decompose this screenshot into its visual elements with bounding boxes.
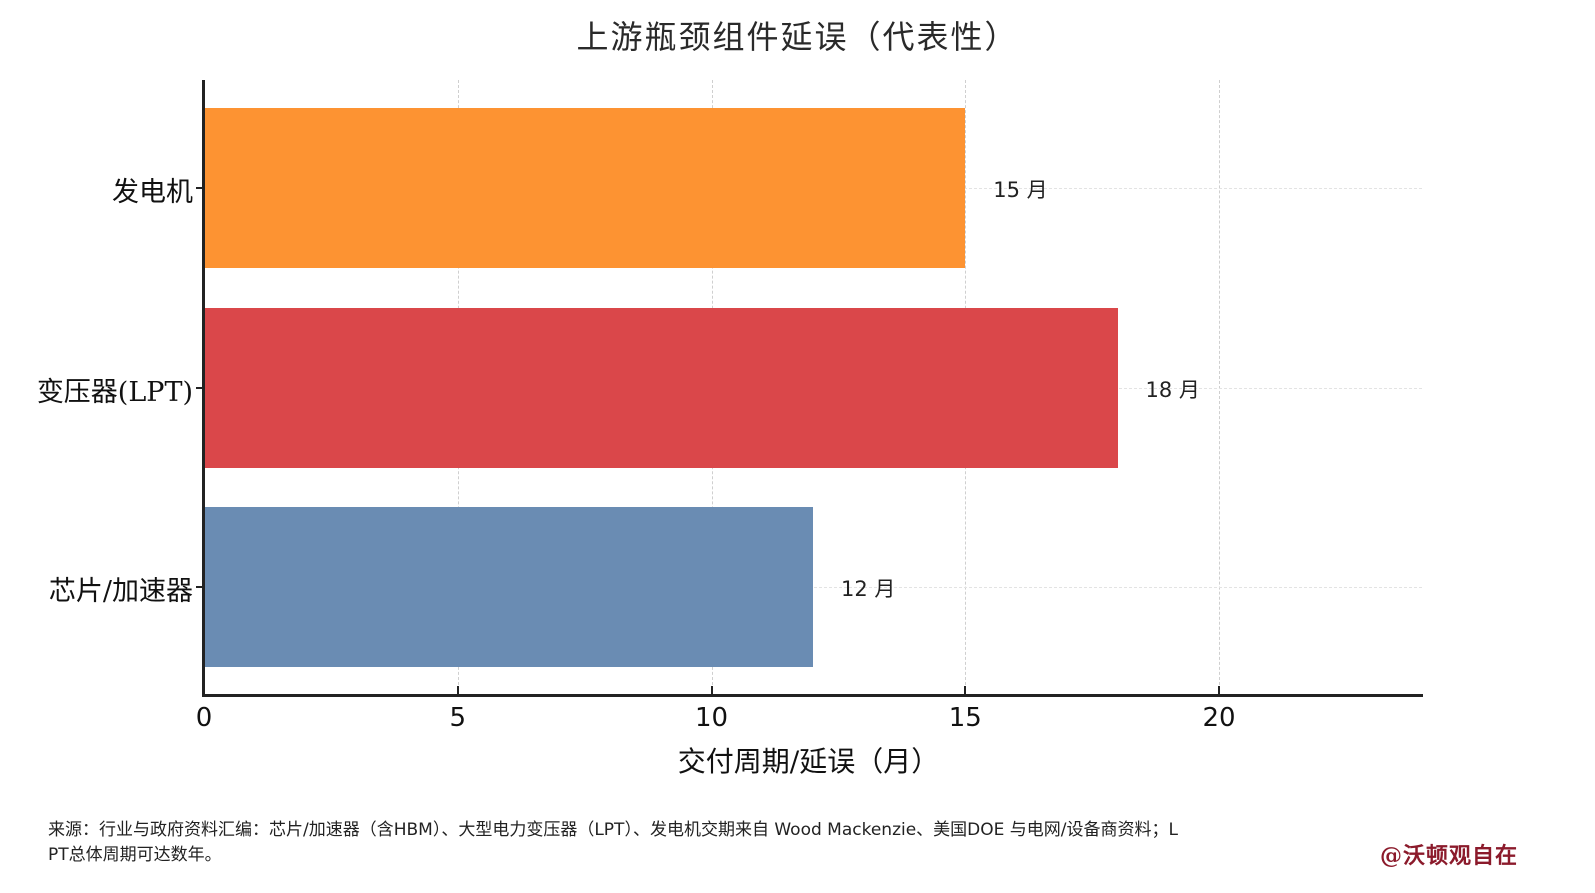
y-tick — [196, 586, 203, 588]
source-note: 来源：行业与政府资料汇编：芯片/加速器（含HBM）、大型电力变压器（LPT）、发… — [48, 820, 1178, 865]
plot-area: 15 月 18 月 12 月 — [204, 80, 1422, 695]
grid-line-y — [204, 587, 1422, 588]
bar-0 — [204, 108, 966, 268]
bar-1 — [204, 308, 1118, 468]
x-tick — [964, 686, 967, 695]
x-tick-label: 10 — [694, 703, 729, 733]
chart-title: 上游瓶颈组件延误（代表性） — [576, 18, 1019, 56]
category-label: 发电机 — [112, 177, 193, 208]
bar-2 — [204, 507, 813, 667]
bar-value-label: 18 月 — [1145, 378, 1200, 402]
x-tick-label: 15 — [948, 703, 982, 733]
y-axis-line — [202, 80, 205, 697]
bar-value-label: 12 月 — [841, 577, 896, 601]
grid-line-x-20 — [1219, 80, 1220, 695]
category-label: 变压器(LPT) — [36, 377, 193, 408]
x-tick — [203, 686, 205, 695]
y-tick — [196, 187, 203, 189]
x-axis-title: 交付周期/延误（月） — [677, 745, 940, 778]
x-tick-label: 20 — [1202, 703, 1236, 733]
x-tick-label: 5 — [449, 703, 467, 733]
y-tick — [196, 387, 203, 389]
x-axis-line — [202, 694, 1423, 697]
watermark: @沃顿观自在 — [1380, 843, 1519, 869]
category-label: 芯片/加速器 — [48, 576, 193, 607]
x-tick — [1218, 686, 1220, 695]
x-tick — [456, 686, 459, 695]
bar-value-label: 15 月 — [993, 178, 1048, 202]
x-tick-label: 0 — [195, 703, 213, 733]
x-tick — [710, 686, 713, 695]
